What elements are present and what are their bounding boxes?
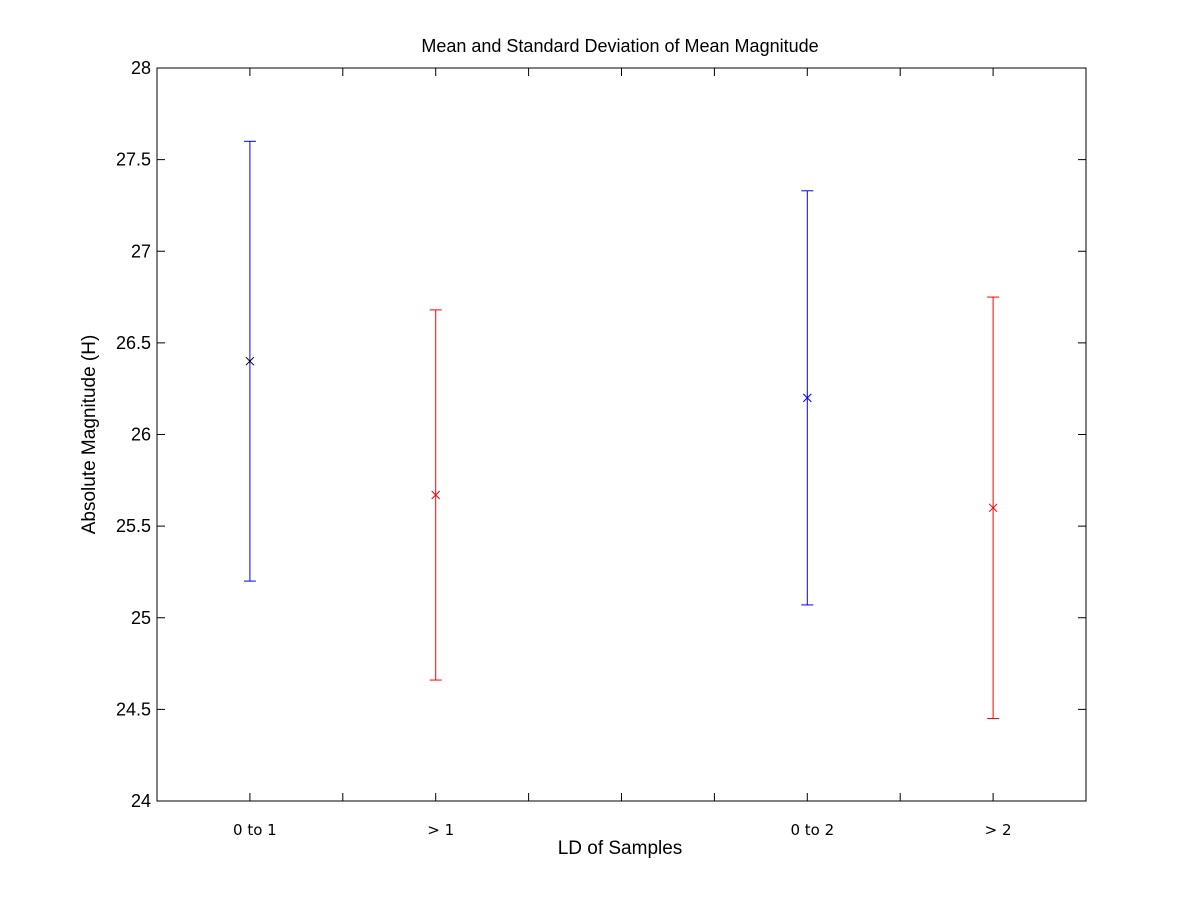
error-bar	[801, 190, 814, 606]
chart-title: Mean and Standard Deviation of Mean Magn…	[421, 36, 818, 56]
error-bar-series	[243, 140, 1000, 720]
error-bar	[987, 296, 1000, 720]
plot-area	[156, 67, 1087, 802]
y-tick-label: 25	[131, 608, 151, 628]
mean-marker	[245, 356, 255, 366]
x-axis: 0 to 1 > 1 0 to 2 > 2	[233, 68, 1012, 839]
y-tick-label: 27.5	[116, 150, 151, 170]
y-tick-label: 28	[131, 58, 151, 78]
x-category-label: 0 to 1	[233, 821, 277, 839]
y-tick-label: 26	[131, 425, 151, 445]
x-axis-label: LD of Samples	[558, 838, 683, 859]
y-tick-label: 27	[131, 241, 151, 261]
x-category-label: > 1	[427, 821, 454, 839]
y-axis: 24 24.5 25 25.5 26 26.5 27 27.5 28	[116, 58, 1086, 811]
mean-marker	[802, 393, 812, 403]
x-category-label: 0 to 2	[790, 821, 834, 839]
x-category-label: > 2	[985, 821, 1012, 839]
y-tick-label: 24	[131, 791, 151, 811]
mean-marker	[431, 490, 441, 500]
y-tick-label: 26.5	[116, 333, 151, 353]
error-bar	[429, 309, 442, 681]
error-bar	[243, 140, 256, 582]
y-tick-label: 25.5	[116, 516, 151, 536]
mean-marker	[988, 503, 998, 513]
y-tick-label: 24.5	[116, 699, 151, 719]
y-axis-label: Absolute Magnitude (H)	[79, 335, 100, 535]
